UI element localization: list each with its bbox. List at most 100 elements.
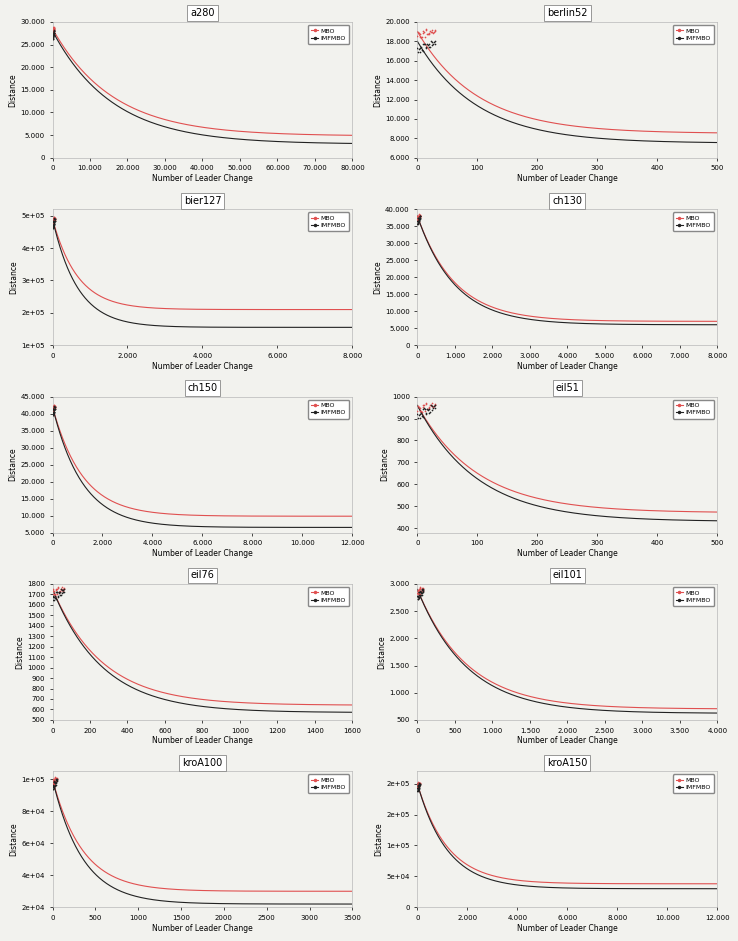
Point [47,215,59,230]
Point [52,580,64,595]
Point [415,583,427,598]
Point [413,207,425,222]
Point [414,210,426,225]
Point [50,773,62,788]
Point [413,584,425,599]
Point [419,402,431,417]
Title: kroA100: kroA100 [182,758,223,768]
Point [413,215,424,231]
Point [49,212,61,227]
Point [47,25,59,40]
Legend: MBO, IMFMBO: MBO, IMFMBO [672,25,714,44]
Point [47,30,59,45]
Point [47,776,59,791]
Point [47,214,59,229]
Point [48,23,60,38]
Point [426,24,438,40]
Point [414,208,426,223]
Point [49,211,61,226]
Point [415,29,427,44]
Point [414,211,426,226]
Point [47,583,59,598]
Point [48,23,60,38]
Point [46,772,58,787]
Point [413,208,425,223]
Point [50,581,62,596]
Point [421,396,432,411]
Point [48,404,60,419]
Point [46,405,58,420]
Point [430,401,441,416]
Point [415,582,427,597]
Point [413,213,425,228]
Point [48,780,60,795]
Point [413,778,424,793]
Point [412,781,424,796]
Point [416,42,428,57]
Point [48,213,60,228]
Point [49,215,61,230]
Point [47,404,59,419]
Point [423,40,435,55]
Point [413,41,425,56]
Point [413,778,424,793]
Point [58,581,70,596]
Point [47,213,59,228]
Point [50,772,62,787]
X-axis label: Number of Leader Change: Number of Leader Change [152,924,253,933]
Point [47,24,59,39]
Point [48,25,60,40]
Point [51,582,63,598]
Point [49,399,61,414]
Point [412,214,424,229]
Point [426,402,438,417]
Point [415,404,427,419]
Point [49,587,61,602]
Point [48,589,60,604]
Point [412,782,424,797]
Point [416,582,428,598]
Point [52,589,64,604]
Point [412,216,424,231]
Point [413,776,424,791]
Point [46,586,58,601]
Point [412,784,424,799]
Point [48,584,60,599]
Point [412,214,424,229]
Point [48,216,60,231]
Point [412,40,424,56]
Title: eil101: eil101 [553,570,582,581]
Point [416,408,428,423]
Point [47,221,59,236]
X-axis label: Number of Leader Change: Number of Leader Change [152,549,253,558]
Point [413,214,425,229]
Point [54,584,66,599]
Point [424,405,436,420]
Point [49,399,61,414]
Point [415,585,427,600]
Point [419,29,431,44]
Point [413,213,425,228]
Point [412,783,424,798]
Legend: MBO, IMFMBO: MBO, IMFMBO [308,587,349,606]
Point [412,215,424,230]
Point [47,28,59,43]
Point [414,40,426,56]
Point [415,29,427,44]
Title: ch150: ch150 [187,383,218,393]
Point [48,402,60,417]
Point [47,776,59,791]
Point [413,209,424,224]
Point [416,29,428,44]
Point [427,400,439,415]
Point [46,23,58,38]
Point [413,215,424,231]
Point [413,777,425,792]
Point [415,210,427,225]
Point [55,583,66,598]
Point [47,405,59,420]
Point [413,211,425,226]
Point [413,208,424,223]
Point [417,584,429,599]
Point [52,588,64,603]
